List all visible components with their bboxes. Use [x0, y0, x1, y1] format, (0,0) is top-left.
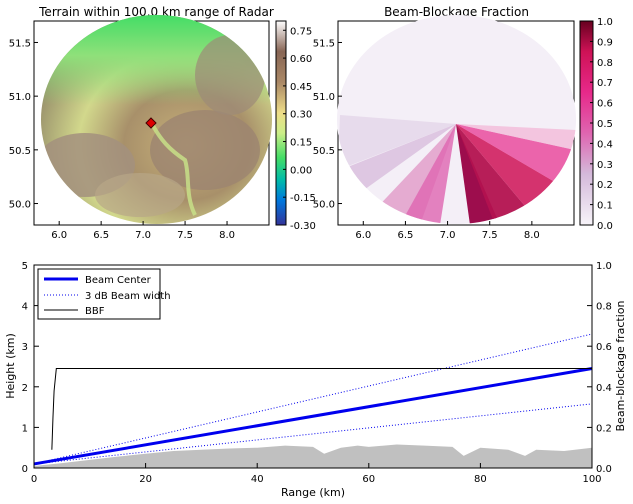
bbf-map-panel: Beam-Blockage Fraction 6.0 6.5 7.0 7.5 8.0 5…: [313, 5, 613, 241]
bbf-colorbar-tick-label: 0.2: [597, 180, 613, 191]
terrain-x-tick-label: 6.5: [93, 230, 109, 241]
terrain-colorbar-tick-label: -0.30: [290, 221, 316, 232]
terrain-x-tick-label: 8.0: [219, 230, 235, 241]
terrain-y-tick-label: 50.5: [9, 146, 31, 157]
terrain-y-tick-label: 50.0: [9, 200, 31, 211]
legend: Beam Center 3 dB Beam width BBF: [37, 268, 171, 320]
legend-box: [37, 268, 161, 320]
terrain-colorbar-tick-label: 0.15: [290, 138, 312, 149]
legend-beam-width-label: 3 dB Beam width: [85, 291, 171, 302]
terrain-map-title: Terrain within 100.0 km range of Radar: [38, 5, 274, 19]
bbf-y-label: Beam-blockage fraction: [614, 300, 627, 431]
terrain-x-tick-label: 6.0: [51, 230, 67, 241]
bbf-y-tick-label: 50.5: [313, 146, 335, 157]
terrain-map-x-ticks: 6.0 6.5 7.0 7.5 8.0: [51, 221, 235, 241]
bbf-x-tick-label: 8.0: [524, 230, 540, 241]
bbf-map-image: [337, 15, 576, 224]
terrain-y-tick-label: 51.0: [9, 92, 31, 103]
radar-site-marker: [145, 117, 157, 129]
beam-x-tick-label: 20: [139, 474, 152, 485]
bbf-y-tick-label: 50.0: [313, 200, 335, 211]
beam-width-upper-line: [33, 333, 593, 465]
bbf-map-x-ticks: 6.0 6.5 7.0 7.5 8.0: [355, 221, 540, 241]
terrain-colorbar-ticks: 0.75 0.60 0.45 0.30 0.15 0.00 -0.15 -0.30: [283, 26, 316, 232]
terrain-colorbar-tick-label: 0.30: [290, 110, 312, 121]
bbf-colorbar-tick-label: 0.4: [597, 139, 613, 150]
bbf-y-tick-label: 0.0: [596, 464, 612, 475]
terrain-colorbar: [275, 20, 287, 226]
beam-x-tick-label: 100: [582, 474, 601, 485]
bbf-colorbar-tick-label: 0.0: [597, 221, 613, 232]
terrain-colorbar-tick-label: 0.75: [290, 26, 312, 37]
beam-x-tick-label: 40: [251, 474, 264, 485]
terrain-map-panel: Terrain within 100.0 km range of Radar 6…: [9, 5, 316, 241]
bbf-line: [51, 368, 592, 450]
beam-y-tick-label: 5: [22, 261, 28, 272]
terrain-x-tick-label: 7.5: [177, 230, 193, 241]
bbf-colorbar-ticks: 1.0 0.9 0.8 0.7 0.6 0.5 0.4 0.3 0.2 0.1 0.0: [590, 17, 613, 232]
bbf-colorbar-tick-label: 0.8: [597, 58, 613, 69]
bbf-colorbar-tick-label: 0.6: [597, 99, 613, 110]
beam-width-lower-line: [33, 403, 593, 465]
bbf-y-tick-label: 0.6: [596, 342, 612, 353]
bbf-colorbar-tick-label: 0.7: [597, 78, 613, 89]
terrain-colorbar-tick-label: 0.00: [290, 165, 312, 176]
bbf-map-title: Beam-Blockage Fraction: [384, 5, 529, 19]
bbf-y-tick-label: 1.0: [596, 261, 612, 272]
beam-y-tick-label: 3: [22, 342, 28, 353]
bbf-colorbar-tick-label: 0.3: [597, 160, 613, 171]
legend-bbf-label: BBF: [85, 306, 105, 317]
beam-x-tick-label: 0: [31, 474, 37, 485]
bbf-y-tick-label: 0.8: [596, 302, 612, 313]
bbf-y-tick-label: 51.5: [313, 38, 335, 49]
bbf-colorbar-tick-label: 0.9: [597, 37, 613, 48]
beam-profile-panel: 0 20 40 60 80 100 0 1 2 3 4 5 0.0 0.2 0.4 0.6 0.8 1.0 R…: [4, 261, 627, 499]
beam-x-tick-label: 60: [362, 474, 375, 485]
bbf-x-tick-label: 7.5: [482, 230, 498, 241]
bbf-x-tick-label: 6.5: [397, 230, 413, 241]
beam-y-label: Height (km): [4, 333, 17, 399]
bbf-x-tick-label: 6.0: [355, 230, 371, 241]
terrain-x-tick-label: 7.0: [135, 230, 151, 241]
beam-x-ticks: 0 20 40 60 80 100: [31, 463, 602, 485]
terrain-profile-area: [34, 444, 592, 468]
bbf-y-tick-label: 0.2: [596, 423, 612, 434]
beam-y-ticks: 0 1 2 3 4 5: [22, 261, 39, 475]
bbf-y-tick-label: 0.4: [596, 383, 612, 394]
bbf-x-tick-label: 7.0: [440, 230, 456, 241]
bbf-y-ticks: 0.0 0.2 0.4 0.6 0.8 1.0: [587, 261, 612, 475]
legend-beam-center-label: Beam Center: [85, 275, 152, 286]
bbf-colorbar-tick-label: 0.1: [597, 201, 613, 212]
terrain-colorbar-tick-label: 0.45: [290, 82, 312, 93]
bbf-y-tick-label: 51.0: [313, 92, 335, 103]
terrain-colorbar-tick-label: 0.60: [290, 54, 312, 65]
beam-y-tick-label: 1: [22, 423, 28, 434]
terrain-colorbar-tick-label: -0.15: [290, 193, 316, 204]
bbf-map-y-ticks: 50.0 50.5 51.0 51.5: [313, 38, 342, 211]
bbf-colorbar-tick-label: 1.0: [597, 17, 613, 28]
beam-x-tick-label: 80: [474, 474, 487, 485]
beam-center-line: [33, 367, 593, 466]
beam-y-tick-label: 2: [22, 383, 28, 394]
beam-profile-frame: [33, 264, 593, 469]
beam-y-tick-label: 4: [22, 302, 28, 313]
terrain-map-y-ticks: 50.0 50.5 51.0 51.5: [9, 38, 38, 211]
beam-x-label: Range (km): [281, 486, 345, 499]
beam-y-tick-label: 0: [22, 464, 28, 475]
beam-series: [33, 333, 593, 466]
terrain-y-tick-label: 51.5: [9, 38, 31, 49]
bbf-colorbar-tick-label: 0.5: [597, 119, 613, 130]
